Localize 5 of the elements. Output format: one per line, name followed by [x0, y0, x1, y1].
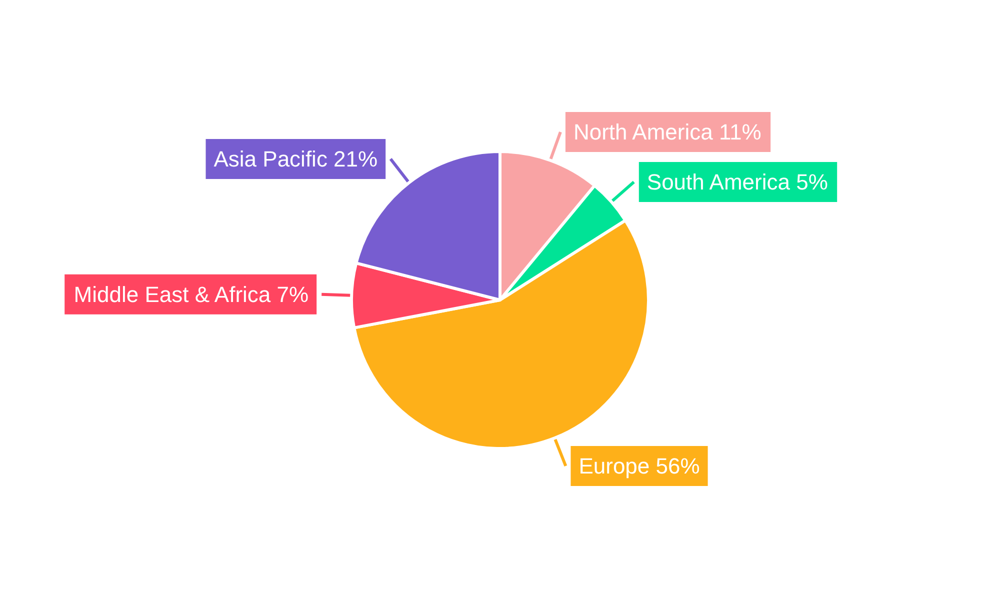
slice-label: South America 5% — [646, 169, 828, 194]
slice-label: North America 11% — [573, 120, 762, 145]
slice-label: Europe 56% — [578, 453, 700, 478]
slice-label: Asia Pacific 21% — [214, 146, 378, 172]
slice-label: Middle East & Africa 7% — [74, 282, 309, 307]
